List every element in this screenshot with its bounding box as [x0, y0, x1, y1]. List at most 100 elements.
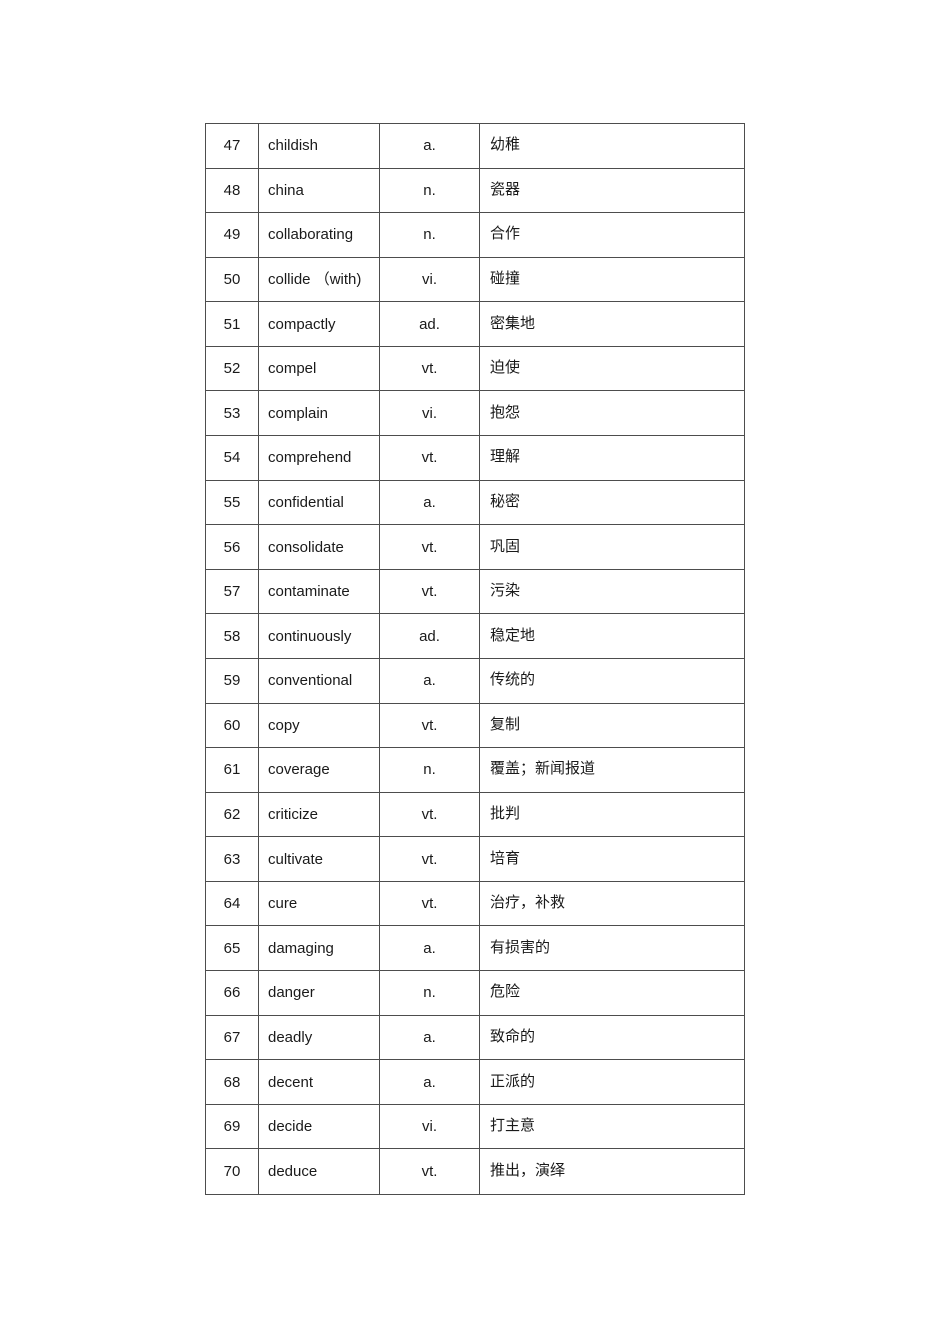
part-of-speech-cell: a.	[380, 1060, 480, 1104]
english-word-cell: confidential	[259, 480, 380, 525]
part-of-speech-cell: n.	[380, 168, 480, 213]
english-word-cell: collaborating	[259, 213, 380, 257]
vocabulary-table: 47 childish a. 幼稚 48 china n. 瓷器 49 collaborating…	[205, 123, 745, 1195]
table-row: 70 deduce vt. 推出，演绎	[206, 1149, 744, 1194]
english-word-cell: criticize	[259, 792, 380, 837]
english-word-cell: copy	[259, 703, 380, 748]
row-number-cell: 59	[206, 658, 259, 703]
english-word-cell: danger	[259, 971, 380, 1015]
chinese-meaning-cell: 有损害的	[490, 939, 551, 956]
english-word-cell: deduce	[259, 1149, 380, 1194]
chinese-meaning-cell: 迫使	[490, 360, 521, 377]
row-number-cell: 53	[206, 391, 259, 436]
part-of-speech-cell: ad.	[380, 614, 480, 658]
part-of-speech-cell: n.	[380, 748, 480, 792]
table-row: 62 criticize vt. 批判	[206, 792, 744, 838]
part-of-speech-cell: a.	[380, 124, 480, 168]
table-row: 48 china n. 瓷器	[206, 168, 744, 214]
part-of-speech-cell: a.	[380, 926, 480, 971]
chinese-meaning-cell: 治疗，补救	[490, 895, 566, 912]
table-row: 55 confidential a. 秘密	[206, 480, 744, 526]
row-number-cell: 60	[206, 703, 259, 748]
table-row: 58 continuously ad. 稳定地	[206, 614, 744, 659]
table-row: 50 collide （with) vi. 碰撞	[206, 257, 744, 303]
part-of-speech-cell: vi.	[380, 257, 480, 302]
row-number-cell: 69	[206, 1104, 259, 1149]
part-of-speech-cell: a.	[380, 658, 480, 703]
table-row: 64 cure vt. 治疗，补救	[206, 881, 744, 927]
part-of-speech-cell: vi.	[380, 391, 480, 436]
english-word-cell: deadly	[259, 1015, 380, 1060]
chinese-meaning-cell: 瓷器	[490, 181, 521, 198]
row-number-cell: 51	[206, 302, 259, 346]
row-number-cell: 70	[206, 1149, 259, 1194]
english-word-cell: china	[259, 168, 380, 213]
table-row: 56 consolidate vt. 巩固	[206, 525, 744, 570]
chinese-meaning-cell: 致命的	[490, 1028, 536, 1045]
chinese-meaning-cell: 稳定地	[490, 627, 536, 644]
table-row: 67 deadly a. 致命的	[206, 1015, 744, 1061]
row-number-cell: 65	[206, 926, 259, 971]
part-of-speech-cell: vt.	[380, 346, 480, 391]
table-row: 49 collaborating n. 合作	[206, 213, 744, 258]
part-of-speech-cell: vi.	[380, 1104, 480, 1149]
chinese-meaning-cell: 培育	[490, 850, 521, 867]
row-number-cell: 67	[206, 1015, 259, 1060]
part-of-speech-cell: ad.	[380, 302, 480, 346]
chinese-meaning-cell: 秘密	[490, 493, 521, 510]
part-of-speech-cell: vt.	[380, 792, 480, 837]
table-row: 51 compactly ad. 密集地	[206, 302, 744, 347]
row-number-cell: 62	[206, 792, 259, 837]
table-row: 54 comprehend vt. 理解	[206, 436, 744, 481]
chinese-meaning-cell: 打主意	[490, 1118, 536, 1135]
row-number-cell: 47	[206, 124, 259, 168]
table-row: 52 compel vt. 迫使	[206, 346, 744, 392]
row-number-cell: 68	[206, 1060, 259, 1104]
chinese-meaning-cell: 推出，演绎	[490, 1163, 566, 1180]
chinese-meaning-cell: 覆盖；新闻报道	[490, 761, 596, 778]
chinese-meaning-cell: 合作	[490, 226, 521, 243]
chinese-meaning-cell: 理解	[490, 449, 521, 466]
english-word-cell: cultivate	[259, 837, 380, 881]
table-row: 69 decide vi. 打主意	[206, 1104, 744, 1150]
chinese-meaning-cell: 复制	[490, 716, 521, 733]
row-number-cell: 57	[206, 569, 259, 614]
part-of-speech-cell: n.	[380, 213, 480, 257]
english-word-cell: complain	[259, 391, 380, 436]
part-of-speech-cell: vt.	[380, 436, 480, 480]
chinese-meaning-cell: 抱怨	[490, 404, 521, 421]
row-number-cell: 56	[206, 525, 259, 569]
part-of-speech-cell: vt.	[380, 703, 480, 748]
table-row: 60 copy vt. 复制	[206, 703, 744, 749]
table-row: 65 damaging a. 有损害的	[206, 926, 744, 972]
english-word-cell: childish	[259, 124, 380, 168]
chinese-meaning-cell: 污染	[490, 583, 521, 600]
row-number-cell: 48	[206, 168, 259, 213]
row-number-cell: 54	[206, 436, 259, 480]
chinese-meaning-cell: 密集地	[490, 315, 536, 332]
table-row: 63 cultivate vt. 培育	[206, 837, 744, 882]
table-row: 66 danger n. 危险	[206, 971, 744, 1016]
row-number-cell: 49	[206, 213, 259, 257]
row-number-cell: 50	[206, 257, 259, 302]
table-row: 59 conventional a. 传统的	[206, 658, 744, 704]
english-word-cell: decent	[259, 1060, 380, 1104]
chinese-meaning-cell: 碰撞	[490, 271, 521, 288]
english-word-cell: decide	[259, 1104, 380, 1149]
table-row: 57 contaminate vt. 污染	[206, 569, 744, 615]
part-of-speech-cell: vt.	[380, 881, 480, 926]
english-word-cell: compactly	[259, 302, 380, 346]
row-number-cell: 63	[206, 837, 259, 881]
row-number-cell: 58	[206, 614, 259, 658]
english-word-cell: conventional	[259, 658, 380, 703]
english-word-cell: contaminate	[259, 569, 380, 614]
chinese-meaning-cell: 正派的	[490, 1073, 536, 1090]
table-row: 47 childish a. 幼稚	[206, 124, 744, 169]
chinese-meaning-cell: 传统的	[490, 672, 536, 689]
chinese-meaning-cell: 危险	[490, 984, 521, 1001]
chinese-meaning-cell: 批判	[490, 806, 521, 823]
part-of-speech-cell: vt.	[380, 525, 480, 569]
table-row: 53 complain vi. 抱怨	[206, 391, 744, 437]
part-of-speech-cell: vt.	[380, 569, 480, 614]
